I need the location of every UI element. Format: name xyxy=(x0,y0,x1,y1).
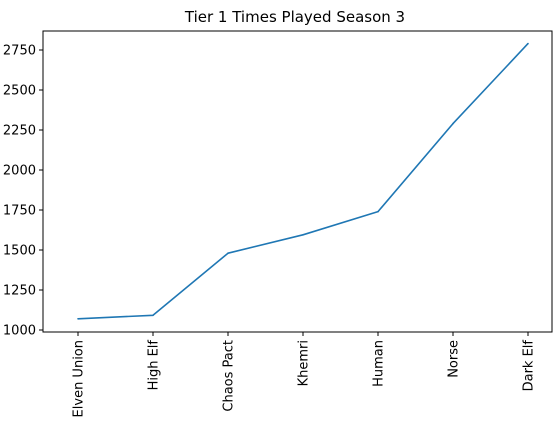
plot-area xyxy=(42,30,553,333)
x-tick-label: Khemri xyxy=(297,340,312,386)
y-tick-label: 2250 xyxy=(3,124,36,139)
y-tick-label: 1750 xyxy=(3,204,36,219)
x-tick-label: Norse xyxy=(447,340,462,378)
y-tick-label: 1250 xyxy=(3,284,36,299)
y-tick-label: 1000 xyxy=(3,324,36,339)
data-point xyxy=(452,122,454,125)
x-tick-label: Elven Union xyxy=(72,340,87,417)
data-point xyxy=(77,318,79,320)
y-tick-label: 2750 xyxy=(3,44,36,59)
y-tick-label: 2500 xyxy=(3,84,36,99)
data-point xyxy=(377,210,379,213)
x-tick-label: Chaos Pact xyxy=(222,340,237,412)
chart-title: Tier 1 Times Played Season 3 xyxy=(184,8,405,26)
data-point xyxy=(227,252,229,254)
data-point xyxy=(152,314,154,317)
x-axis: Elven Union High Elf Chaos Pact Khemri Human… xyxy=(72,332,537,417)
y-tick-label: 1500 xyxy=(3,244,36,259)
y-tick-label: 2000 xyxy=(3,164,36,179)
series-line xyxy=(77,43,529,320)
x-tick-label: High Elf xyxy=(147,340,162,391)
data-point xyxy=(302,234,304,236)
x-tick-label: Human xyxy=(372,340,387,387)
x-tick-label: Dark Elf xyxy=(522,340,537,392)
data-point xyxy=(527,42,529,45)
y-axis: 1000 1250 1500 1750 2000 2250 2500 2750 xyxy=(3,44,43,339)
series-group xyxy=(77,42,529,320)
